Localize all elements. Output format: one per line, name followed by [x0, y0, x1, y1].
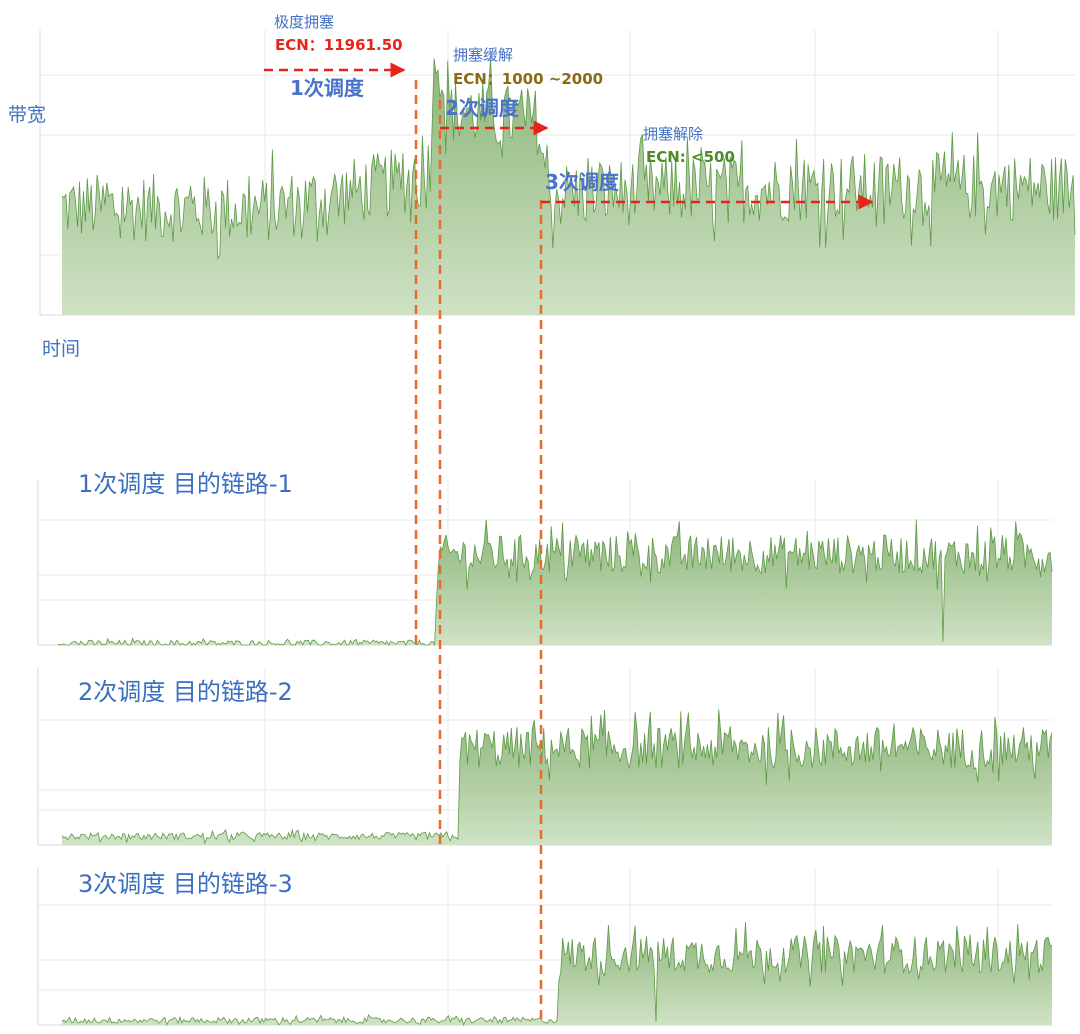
cleared-congestion-label: 拥塞解除	[643, 125, 704, 143]
area-fill	[62, 709, 1052, 845]
x-axis-label: 时间	[42, 338, 81, 360]
y-axis-label: 带宽	[8, 104, 47, 126]
relieved-congestion-label: 拥塞缓解	[453, 46, 514, 64]
series-line	[61, 922, 1053, 1027]
series-line	[57, 519, 1053, 647]
step2-label: 2次调度	[445, 96, 519, 120]
series-line	[61, 58, 1076, 260]
relieved-ecn-value: ECN：1000 ~2000	[453, 70, 604, 88]
step3-label: 3次调度	[545, 170, 619, 194]
step1-label: 1次调度	[290, 76, 364, 100]
area-fill	[62, 58, 1075, 316]
area-fill	[58, 519, 1052, 645]
panel3-title: 3次调度 目的链路-3	[78, 870, 293, 898]
series-line	[61, 709, 1053, 845]
cleared-ecn-value: ECN: <500	[646, 148, 735, 166]
extreme-congestion-label: 极度拥塞	[274, 13, 335, 31]
area-fill	[62, 922, 1052, 1025]
extreme-ecn-value: ECN：11961.50	[275, 36, 403, 54]
panel2-title: 2次调度 目的链路-2	[78, 678, 293, 706]
panel1-title: 1次调度 目的链路-1	[78, 470, 293, 498]
